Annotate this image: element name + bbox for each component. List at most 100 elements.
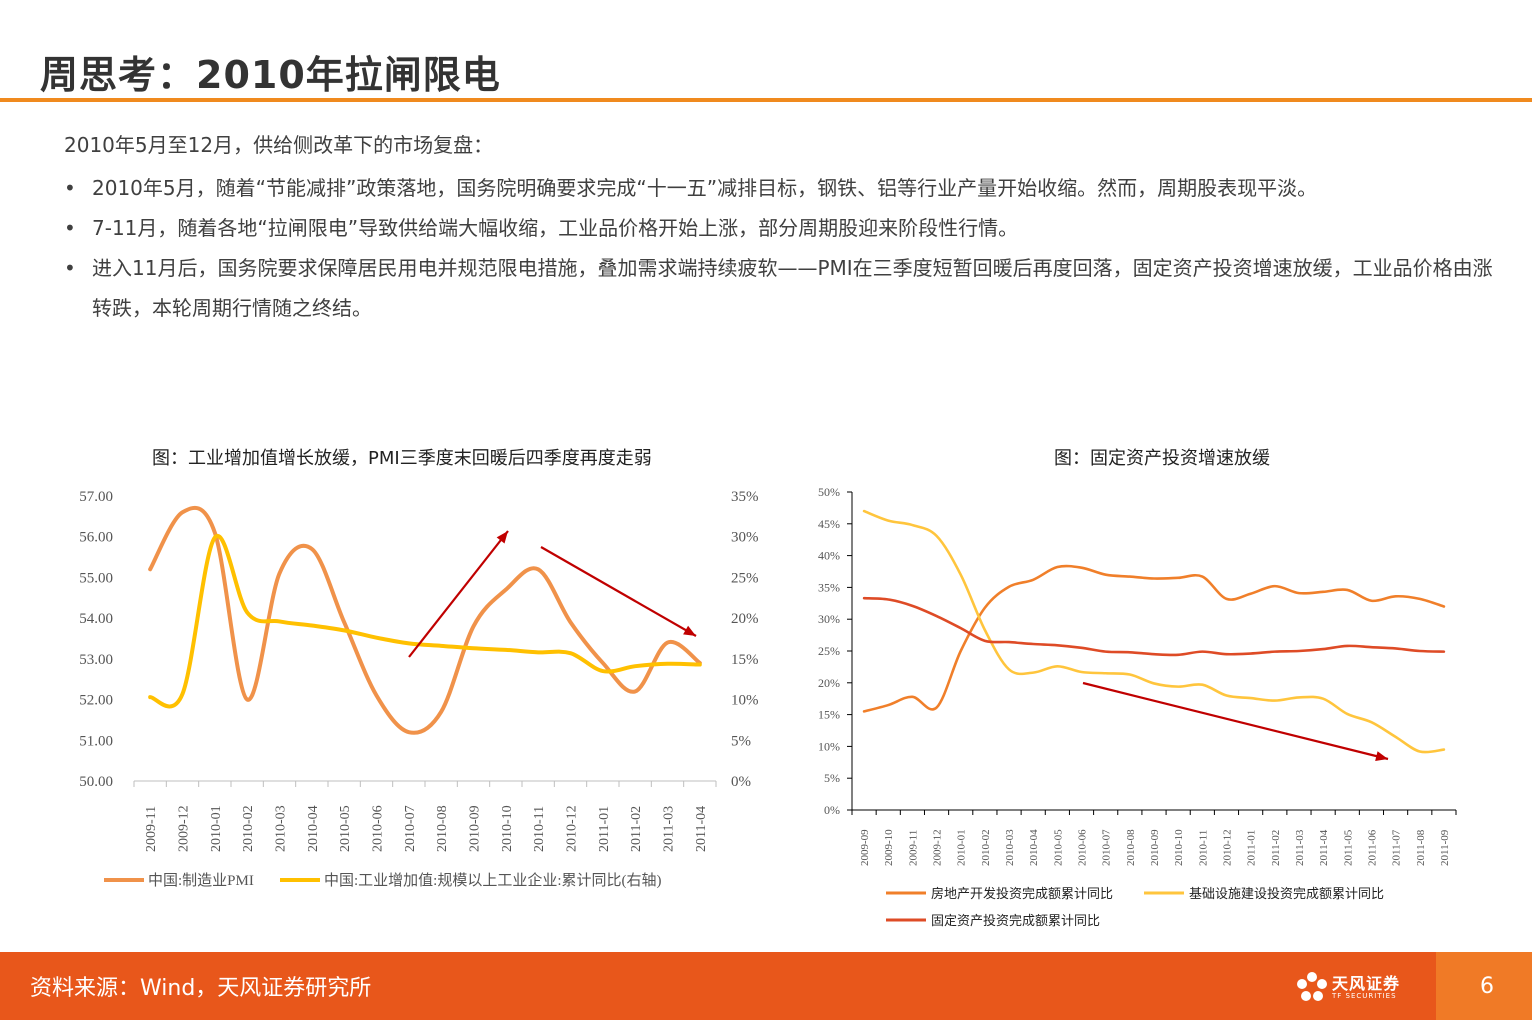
y-right-tick-label: 25% xyxy=(731,570,759,586)
x-tick-label: 2010-11 xyxy=(1197,830,1209,866)
company-logo: 天风证券 TF SECURITIES xyxy=(1292,968,1432,1008)
y-right-tick-label: 35% xyxy=(731,489,759,505)
legend-label-pmi: 中国:制造业PMI xyxy=(148,872,254,889)
trend-arrow-up xyxy=(408,530,509,658)
title-divider xyxy=(0,98,1532,102)
chart-title-left: 图：工业增加值增长放缓，PMI三季度末回暖后四季度再度走弱 xyxy=(152,448,652,469)
legend-label-infrastructure: 基础设施建设投资完成额累计同比 xyxy=(1189,886,1384,902)
x-tick-label: 2010-08 xyxy=(1125,829,1137,866)
x-tick-label: 2009-11 xyxy=(144,806,159,852)
y-right-tick-label: 20% xyxy=(731,611,759,627)
y-tick-label: 50% xyxy=(818,485,840,499)
y-left-tick-label: 52.00 xyxy=(79,693,113,709)
x-tick-label: 2010-12 xyxy=(565,805,580,852)
x-tick-label: 2010-10 xyxy=(500,805,515,852)
bullet-text: 2010年5月，随着“节能减排”政策落地，国务院明确要求完成“十一五”减排目标，… xyxy=(92,176,1318,200)
x-tick-label: 2009-09 xyxy=(859,829,871,866)
y-tick-label: 5% xyxy=(824,771,840,785)
y-tick-label: 45% xyxy=(818,517,840,531)
x-tick-label: 2010-05 xyxy=(1052,829,1064,866)
y-tick-label: 25% xyxy=(818,644,840,658)
y-left-tick-label: 55.00 xyxy=(79,570,113,586)
y-right-tick-label: 5% xyxy=(731,733,751,749)
x-tick-label: 2010-07 xyxy=(403,805,418,852)
y-tick-label: 35% xyxy=(818,580,840,594)
y-tick-label: 40% xyxy=(818,549,840,563)
y-left-tick-label: 51.00 xyxy=(79,733,113,749)
page-number: 6 xyxy=(1480,974,1494,999)
legend-label-fixed-asset: 固定资产投资完成额累计同比 xyxy=(931,913,1100,929)
x-tick-label: 2011-06 xyxy=(1366,829,1378,866)
x-tick-label: 2009-10 xyxy=(883,829,895,866)
x-tick-label: 2011-05 xyxy=(1342,829,1354,866)
x-tick-label: 2011-04 xyxy=(694,806,709,852)
x-tick-label: 2011-07 xyxy=(1391,829,1403,866)
x-tick-label: 2011-02 xyxy=(629,806,644,852)
bullet-dot: • xyxy=(64,216,76,240)
x-tick-label: 2010-10 xyxy=(1173,829,1185,866)
x-tick-label: 2010-06 xyxy=(1077,829,1089,866)
industrial-value-line xyxy=(148,533,702,709)
trend-arrow-down-head xyxy=(683,625,696,636)
x-tick-label: 2011-01 xyxy=(1246,830,1258,866)
legend-label-real-estate: 房地产开发投资完成额累计同比 xyxy=(931,886,1113,902)
x-tick-label: 2010-02 xyxy=(980,829,992,866)
fixed-asset-line xyxy=(862,596,1446,657)
x-tick-label: 2011-04 xyxy=(1318,829,1330,866)
legend-label-industrial-value: 中国:工业增加值:规模以上工业企业:累计同比(右轴) xyxy=(324,871,662,889)
page-number-box xyxy=(1436,952,1532,1020)
x-tick-label: 2011-02 xyxy=(1270,830,1282,866)
logo-text: 天风证券 xyxy=(1332,974,1401,993)
flower-logo-icon xyxy=(1297,972,1327,1001)
trend-arrow-down-head xyxy=(1375,751,1388,761)
x-tick-label: 2011-08 xyxy=(1415,829,1427,866)
bullet-dot: • xyxy=(64,256,76,280)
footer-source: 资料来源：Wind，天风证券研究所 xyxy=(30,976,372,1001)
x-tick-label: 2011-03 xyxy=(1294,829,1306,866)
logo-subtext: TF SECURITIES xyxy=(1332,992,1397,1000)
footer-bar: 资料来源：Wind，天风证券研究所 天风证券 TF SECURITIES 6 xyxy=(0,952,1532,1020)
y-right-tick-label: 30% xyxy=(731,530,759,546)
y-left-tick-label: 56.00 xyxy=(79,530,113,546)
y-tick-label: 10% xyxy=(818,739,840,753)
trend-arrow-down xyxy=(540,546,697,637)
x-tick-label: 2010-06 xyxy=(371,805,386,852)
page-title: 周思考：2010年拉闸限电 xyxy=(40,53,501,97)
infrastructure-line xyxy=(862,509,1446,754)
bullet-list: • 2010年5月，随着“节能减排”政策落地，国务院明确要求完成“十一五”减排目标… xyxy=(64,168,1504,328)
y-left-tick-label: 57.00 xyxy=(79,489,113,505)
y-tick-label: 15% xyxy=(818,708,840,722)
x-tick-label: 2011-01 xyxy=(597,806,612,852)
bullet-text: 7-11月，随着各地“拉闸限电”导致供给端大幅收缩，工业品价格开始上涨，部分周期… xyxy=(92,216,1019,240)
bullet-text: 进入11月后，国务院要求保障居民用电并规范限电措施，叠加需求端持续疲软——PMI… xyxy=(92,256,1493,320)
pmi-line xyxy=(148,505,702,735)
y-right-tick-label: 10% xyxy=(731,693,759,709)
x-tick-label: 2010-09 xyxy=(1149,829,1161,866)
bullet-item: • 进入11月后，国务院要求保障居民用电并规范限电措施，叠加需求端持续疲软——PM… xyxy=(64,248,1504,328)
x-tick-label: 2009-12 xyxy=(932,829,944,866)
trend-arrow-down xyxy=(1082,681,1389,761)
x-tick-label: 2010-01 xyxy=(209,805,224,852)
bullet-item: • 7-11月，随着各地“拉闸限电”导致供给端大幅收缩，工业品价格开始上涨，部分周… xyxy=(64,208,1504,248)
bullet-dot: • xyxy=(64,176,76,200)
x-tick-label: 2010-03 xyxy=(274,805,289,852)
bullet-item: • 2010年5月，随着“节能减排”政策落地，国务院明确要求完成“十一五”减排目标… xyxy=(64,168,1504,208)
x-tick-label: 2010-05 xyxy=(338,805,353,852)
y-tick-label: 0% xyxy=(824,803,840,817)
x-tick-label: 2011-09 xyxy=(1439,829,1451,866)
y-right-tick-label: 15% xyxy=(731,652,759,668)
x-tick-label: 2009-11 xyxy=(907,830,919,866)
x-tick-label: 2010-04 xyxy=(1028,829,1040,866)
intro-text: 2010年5月至12月，供给侧改革下的市场复盘： xyxy=(64,133,494,157)
trend-arrow-up-head xyxy=(496,531,508,544)
y-left-tick-label: 50.00 xyxy=(79,774,113,790)
x-tick-label: 2009-12 xyxy=(177,805,192,852)
x-tick-label: 2010-02 xyxy=(241,805,256,852)
y-tick-label: 30% xyxy=(818,612,840,626)
x-tick-label: 2010-04 xyxy=(306,805,321,852)
y-tick-label: 20% xyxy=(818,676,840,690)
y-left-tick-label: 53.00 xyxy=(79,652,113,668)
x-tick-label: 2010-03 xyxy=(1004,829,1016,866)
x-tick-label: 2010-08 xyxy=(435,805,450,852)
